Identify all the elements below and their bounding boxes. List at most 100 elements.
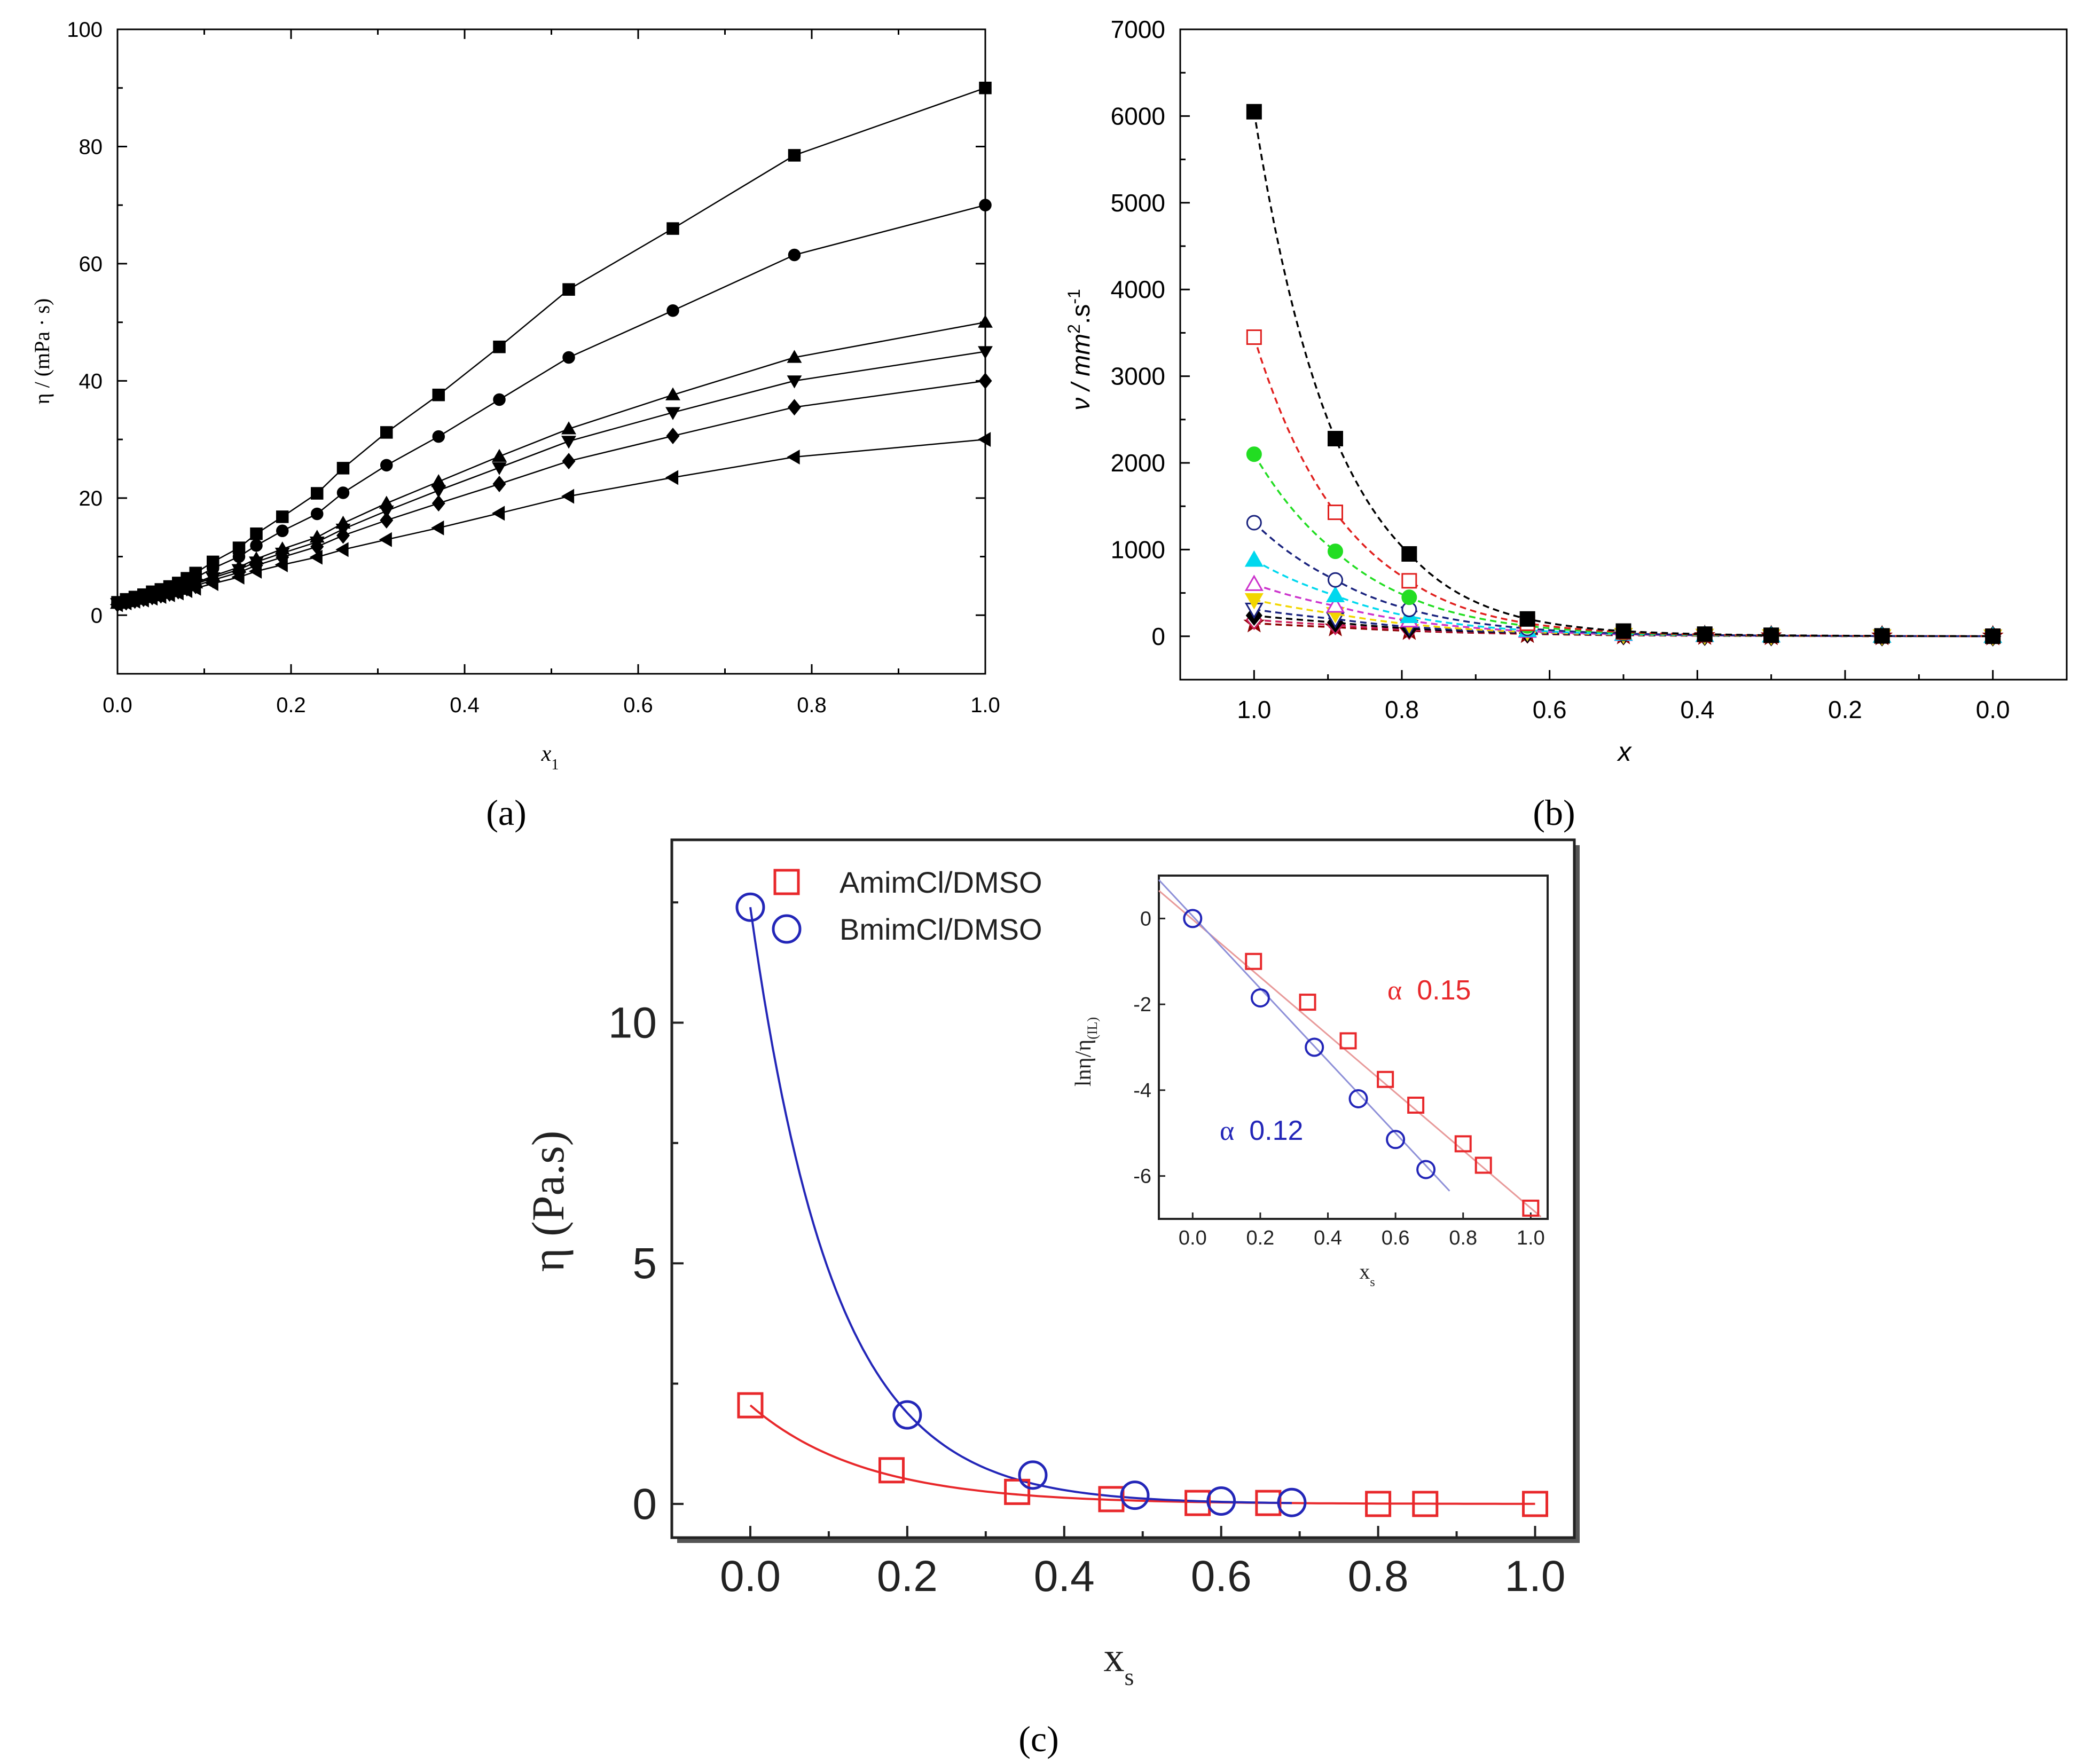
data-point [979,81,992,94]
x-tick-label: 1.0 [1237,696,1271,723]
panel-label-a: (a) [486,792,526,833]
x-tick-label: 0.6 [1191,1552,1252,1601]
panel-b: 1.0 0.8 0.6 0.4 0.2 0.0 0 1000 2000 3000 4000 5000 6… [1064,15,2068,767]
series-amimcl [737,1392,1549,1517]
x-tick-label: 0.0 [1976,696,2010,723]
y-tick-label: 60 [79,253,103,276]
x-tick-label: 0.4 [450,694,480,717]
data-point [1325,596,1345,613]
data-point [432,495,445,512]
data-point [1401,589,1417,605]
y-tick-label: 7000 [1111,15,1165,43]
x-axis-label-main: x [1104,1634,1125,1680]
inset-annotation-value: 0.12 [1249,1115,1303,1146]
inset-x-tick-label: 0.4 [1314,1227,1342,1249]
inset-x-axis-label-sub: s [1370,1275,1375,1289]
data-point [561,436,576,449]
axes: 0.0 0.2 0.4 0.6 0.8 1.0 0 20 40 60 80 100 x1 η / (mPa… [30,18,1000,773]
panel-labels: (a) (b) (c) [486,792,1575,1759]
y-tick-label: 0 [632,1480,657,1529]
data-point [977,432,991,447]
y-tick-label: 5 [632,1239,657,1288]
x-axis-label: x [1617,737,1633,767]
legend-label-bmimcl: BmimCl/DMSO [840,912,1042,946]
y-tick-label: 80 [79,135,103,159]
data-point [1328,572,1343,588]
legend-label-amimcl: AmimCl/DMSO [840,865,1042,899]
data-point [1365,1491,1392,1517]
axes: 1.0 0.8 0.6 0.4 0.2 0.0 0 1000 2000 3000 4000 5000 6… [1064,15,2010,767]
inset-y-tick-label: 0 [1140,908,1151,930]
inset-y-tick-label: -2 [1133,994,1151,1016]
inset-annotation-amimcl: α 0.15 [1387,975,1471,1006]
data-point [1615,623,1631,639]
inset-y-axis-label-main: lnη/η [1071,1040,1096,1086]
y-tick-label: 40 [79,369,103,393]
y-tick-label: 100 [67,18,103,42]
data-point [561,421,576,435]
inset-data-point-bmimcl [1386,1130,1406,1149]
data-point [311,487,324,500]
y-axis-label: ν / mm2.s-1 [1064,289,1095,411]
data-point [493,393,506,406]
data-point [1519,611,1535,627]
data-point [665,387,680,400]
y-axis-label: η (Pa.s) [522,1131,574,1272]
data-point [978,372,992,389]
inset-x-axis-label: xs [1359,1259,1375,1289]
data-point [1874,628,1890,644]
data-point [431,485,446,498]
panel-label-c: (c) [1018,1719,1058,1759]
inset-data-point-amimcl [1245,952,1262,970]
data-point [336,527,350,544]
inset-x-tick-label: 0.2 [1246,1227,1274,1249]
inset-data-point-bmimcl [1250,988,1270,1008]
x-tick-label: 0.2 [1828,696,1862,723]
y-tick-label: 3000 [1111,363,1165,390]
data-point [491,506,505,521]
data-point [335,542,349,557]
y-tick-label: 0 [1151,623,1165,650]
legend-marker-amimcl [773,869,800,895]
inset-data-point-amimcl [1407,1097,1425,1114]
x-tick-label: 0.6 [1533,696,1567,723]
inset-fit-amimcl [1158,889,1542,1218]
x-axis-label: xs [1104,1634,1134,1690]
inset-x-tick-label: 0.0 [1179,1227,1207,1249]
data-point [248,564,262,579]
inset-data-point-bmimcl [1183,909,1203,928]
data-point [250,527,263,540]
data-point [1697,626,1713,642]
data-point [1328,431,1343,447]
data-point [562,283,575,296]
x-tick-label: 1.0 [970,694,1000,717]
data-point [380,459,393,472]
data-point [1522,1491,1549,1517]
x-tick-label: 0.6 [623,694,653,717]
inset-y-tick-label: -6 [1133,1166,1151,1188]
y-axis-label: η / (mPa · s) [30,298,54,405]
y-tick-label: 4000 [1111,275,1165,303]
series-triangle-left [109,432,991,612]
data-point [1328,544,1343,560]
data-point [1244,574,1264,591]
x-axis-label-sub: s [1125,1663,1134,1690]
data-point [432,430,445,443]
data-point [380,512,394,529]
x-tick-label: 1.0 [1505,1552,1566,1601]
data-point [231,570,245,585]
x-tick-label: 0.2 [877,1552,938,1601]
inset-data-point-bmimcl [1416,1160,1436,1179]
inset-annotation-symbol: α [1220,1116,1234,1146]
inset-fit-bmimcl [1158,879,1450,1192]
data-point [170,585,184,601]
data-point [788,149,801,162]
data-point [1255,1490,1282,1516]
x-axis-label: x1 [541,742,559,773]
panel-label-b: (b) [1533,792,1575,833]
data-point [250,539,263,552]
data-point [978,346,993,359]
data-point [492,448,507,462]
